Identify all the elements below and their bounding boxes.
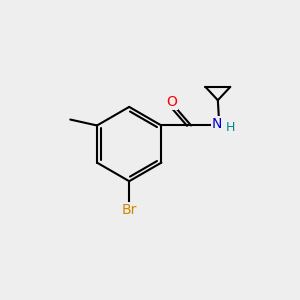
Text: H: H bbox=[226, 122, 235, 134]
Text: O: O bbox=[166, 95, 177, 109]
Text: Br: Br bbox=[122, 203, 137, 217]
Text: N: N bbox=[212, 117, 222, 131]
